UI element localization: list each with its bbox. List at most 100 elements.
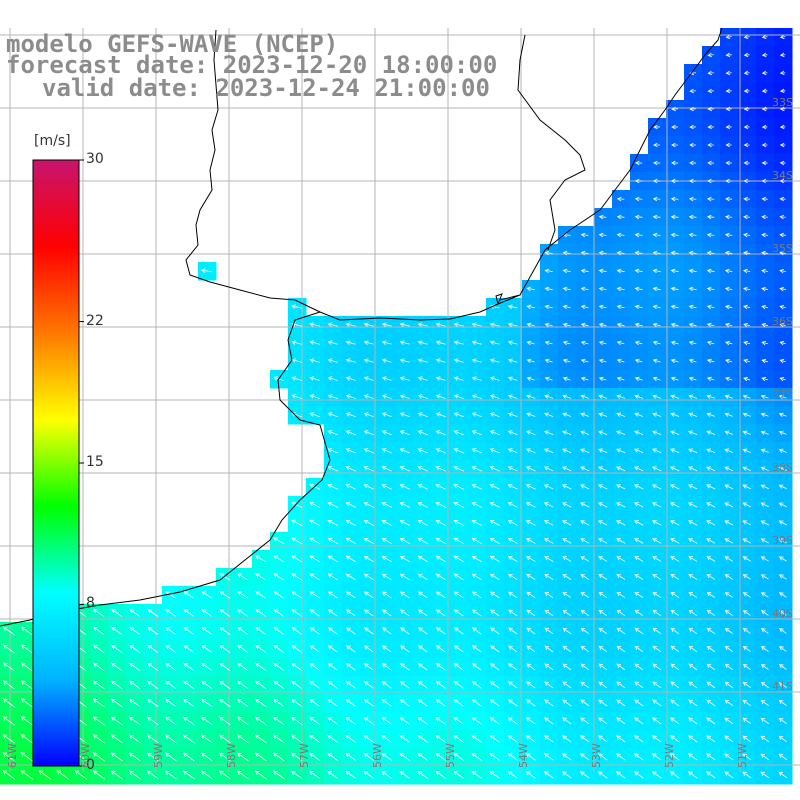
wind-arrow xyxy=(417,591,428,599)
wind-arrow xyxy=(453,502,465,508)
wind-arrow xyxy=(309,609,320,617)
wind-arrow xyxy=(201,716,213,726)
wind-arrow xyxy=(743,142,750,148)
wind-arrow xyxy=(435,519,447,526)
wind-arrow xyxy=(779,88,786,94)
latitude-label: 34S xyxy=(772,169,793,182)
wind-arrow xyxy=(760,448,769,453)
wind-arrow xyxy=(399,663,410,671)
wind-arrow xyxy=(760,502,769,508)
wind-arrow xyxy=(399,502,410,508)
wind-arrow xyxy=(327,501,339,508)
wind-arrow xyxy=(725,52,732,58)
wind-arrow xyxy=(363,358,374,363)
wind-arrow xyxy=(688,717,698,725)
wind-arrow xyxy=(507,358,518,363)
wind-arrow xyxy=(779,160,786,166)
wind-arrow xyxy=(778,430,787,435)
wind-arrow xyxy=(634,214,643,220)
wind-arrow xyxy=(363,752,375,761)
wind-arrow xyxy=(562,268,571,274)
wind-arrow xyxy=(652,340,661,346)
wind-arrow xyxy=(309,340,320,345)
wind-arrow xyxy=(760,466,769,472)
wind-arrow xyxy=(417,448,428,454)
latitude-label: 36S xyxy=(772,315,793,328)
wind-arrow xyxy=(634,556,644,562)
wind-arrow xyxy=(507,394,518,399)
wind-arrow xyxy=(417,412,428,418)
wind-arrow xyxy=(651,771,662,779)
wind-arrow xyxy=(652,538,662,544)
wind-arrow xyxy=(489,502,500,508)
wind-arrow xyxy=(327,716,339,725)
wind-arrow xyxy=(507,412,518,417)
wind-arrow xyxy=(725,106,732,112)
wind-arrow xyxy=(381,484,392,490)
wind-arrow xyxy=(489,663,500,671)
wind-arrow xyxy=(670,430,680,435)
wind-arrow xyxy=(598,322,607,328)
wind-arrow xyxy=(327,484,339,490)
wind-arrow xyxy=(688,591,698,598)
wind-arrow xyxy=(218,770,231,780)
wind-arrow xyxy=(544,591,554,598)
wind-arrow xyxy=(724,484,734,490)
wind-arrow xyxy=(471,681,482,689)
wind-arrow xyxy=(255,555,267,563)
wind-arrow xyxy=(93,662,105,672)
wind-arrow xyxy=(598,466,608,472)
wind-arrow xyxy=(471,537,482,545)
wind-arrow xyxy=(273,573,285,581)
colorbar-ticks xyxy=(79,159,84,767)
wind-arrow xyxy=(616,735,626,743)
wind-arrow xyxy=(507,717,518,725)
wind-arrow xyxy=(760,699,769,707)
longitude-label: 52W xyxy=(663,743,676,768)
wind-arrow xyxy=(20,752,34,762)
wind-arrow xyxy=(706,484,716,490)
wind-arrow xyxy=(761,178,768,184)
wind-arrow xyxy=(743,196,750,202)
colorbar-tick-label: 15 xyxy=(86,454,104,470)
wind-arrow xyxy=(453,770,465,779)
wind-arrow xyxy=(724,520,734,526)
wind-arrow xyxy=(417,717,428,725)
forecast-date: forecast date: 2023-12-20 18:00:00 xyxy=(6,51,498,79)
wind-arrow xyxy=(453,573,464,581)
wind-arrow xyxy=(598,538,608,544)
wind-arrow xyxy=(381,376,392,381)
wind-arrow xyxy=(598,250,607,256)
wind-arrow xyxy=(254,734,267,744)
wind-arrow xyxy=(417,627,428,635)
wind-arrow xyxy=(616,502,626,508)
wind-arrow xyxy=(399,322,410,327)
wind-arrow xyxy=(507,538,518,544)
wind-arrow xyxy=(255,698,267,708)
wind-arrow xyxy=(706,520,716,526)
wind-arrow xyxy=(725,214,733,220)
wind-arrow xyxy=(635,160,643,166)
wind-arrow xyxy=(453,645,464,653)
wind-arrow xyxy=(778,412,787,418)
wind-arrow xyxy=(652,286,661,292)
wind-arrow xyxy=(742,753,752,761)
wind-arrow xyxy=(219,626,231,635)
wind-arrow xyxy=(111,644,123,653)
wind-arrow xyxy=(364,627,374,635)
wind-arrow xyxy=(724,232,733,238)
wind-arrow xyxy=(201,734,213,744)
wind-arrow xyxy=(255,716,267,726)
wind-arrow xyxy=(309,322,320,327)
wind-arrow xyxy=(381,573,392,581)
wind-arrow xyxy=(490,627,500,635)
wind-arrow xyxy=(147,627,159,635)
wind-arrow xyxy=(742,556,751,562)
wind-arrow xyxy=(616,484,626,490)
wind-arrow xyxy=(2,734,16,744)
wind-arrow xyxy=(345,555,356,563)
wind-arrow xyxy=(363,537,374,544)
wind-arrow xyxy=(200,770,213,780)
wind-arrow xyxy=(688,394,698,399)
wind-arrow xyxy=(706,268,715,274)
